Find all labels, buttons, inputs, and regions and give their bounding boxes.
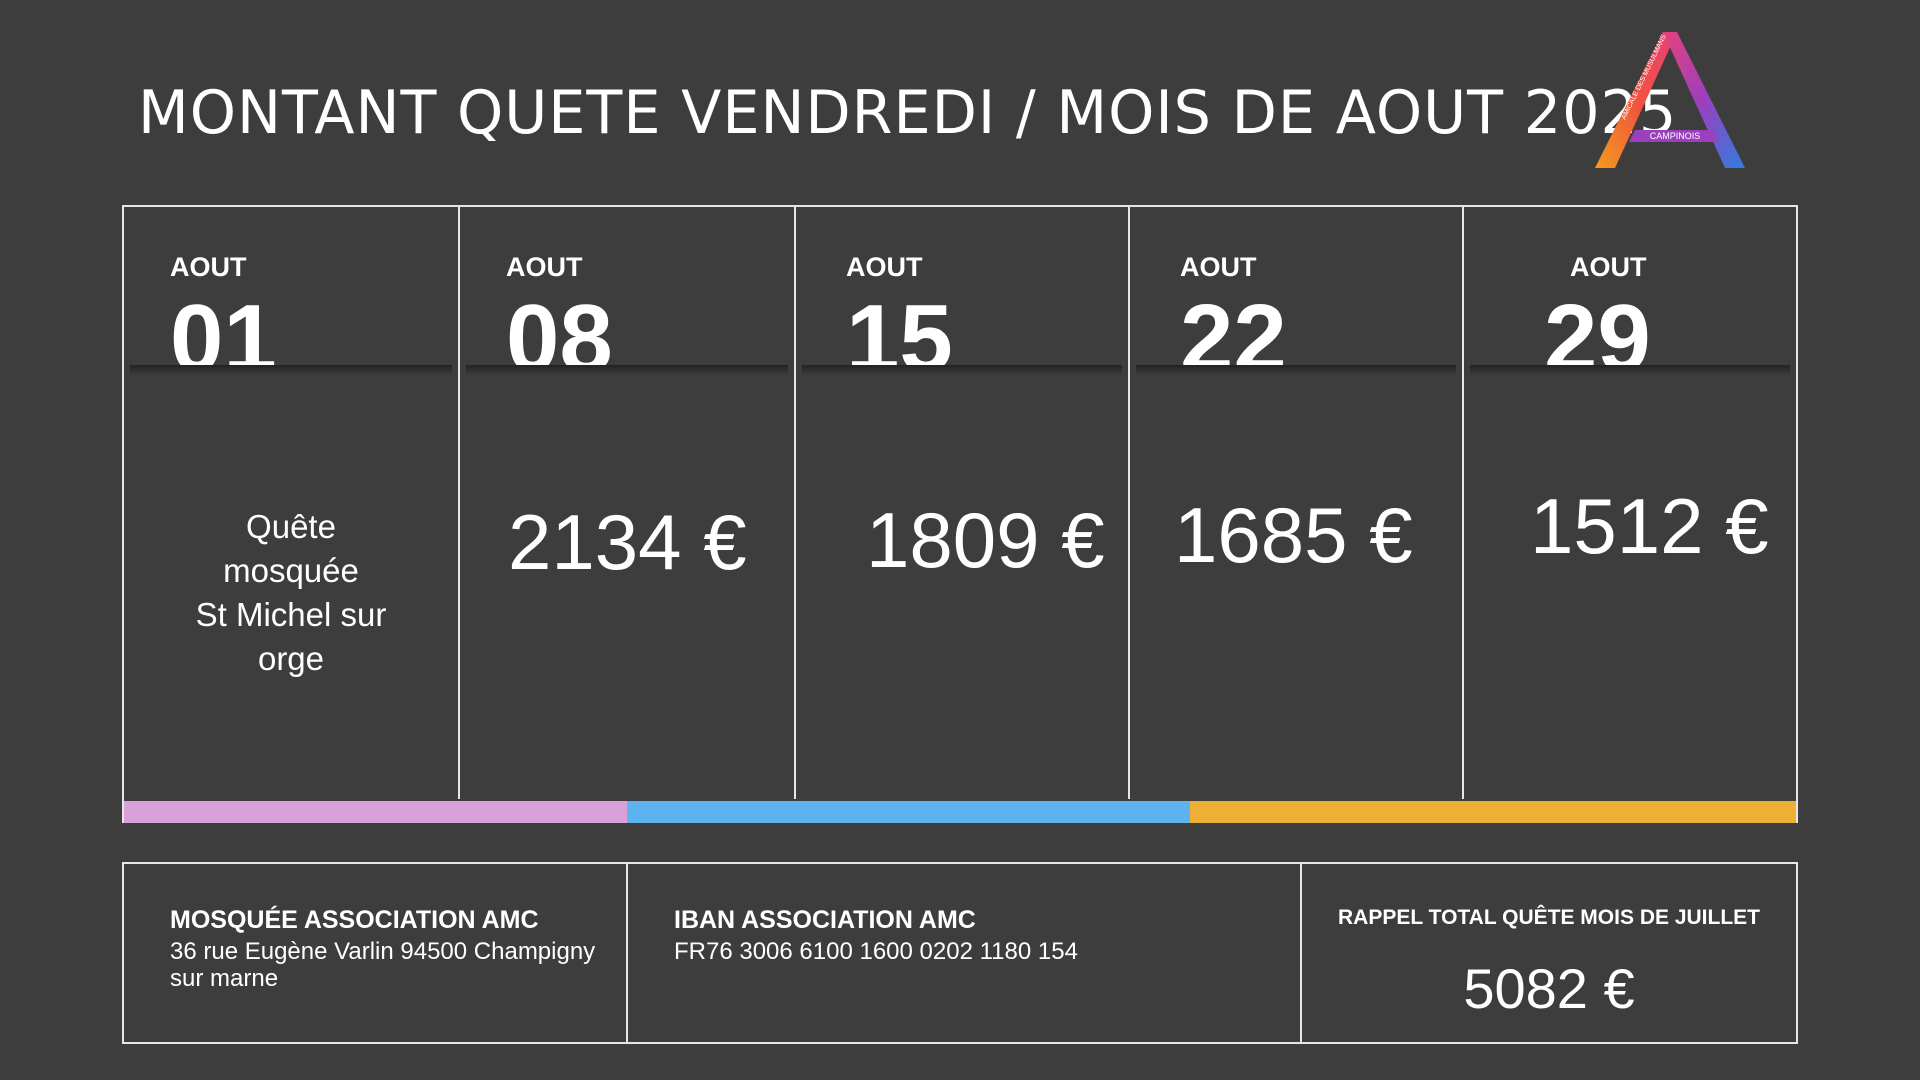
iban-heading: IBAN ASSOCIATION AMC: [674, 906, 976, 934]
note-line: mosquée: [223, 552, 359, 589]
iban-value: FR76 3006 6100 1600 0202 1180 154: [674, 938, 1078, 965]
mosque-info: MOSQUÉE ASSOCIATION AMC 36 rue Eugène Va…: [124, 864, 628, 1042]
note-line: orge: [257, 640, 325, 677]
week-month: AOUT: [170, 252, 247, 282]
week-card-15: AOUT 15 1809 €: [796, 207, 1130, 799]
week-day: 01: [170, 291, 277, 367]
mosque-heading: MOSQUÉE ASSOCIATION AMC: [170, 906, 539, 934]
week-month: AOUT: [1180, 252, 1257, 282]
week-day: 22: [1180, 291, 1287, 367]
week-amount: 1512 €: [1530, 482, 1769, 570]
week-day: 08: [506, 291, 613, 367]
card-divider: [802, 365, 1122, 375]
card-divider: [466, 365, 788, 375]
week-card-22: AOUT 22 1685 €: [1130, 207, 1464, 799]
week-month: AOUT: [1570, 252, 1647, 282]
card-divider: [1470, 365, 1790, 375]
week-amount: 1685 €: [1174, 491, 1413, 579]
week-card-29: AOUT 29 1512 €: [1464, 207, 1798, 799]
july-reminder: RAPPEL TOTAL QUÊTE MOIS DE JUILLET 5082 …: [1302, 864, 1796, 1042]
week-amount: 1809 €: [866, 496, 1105, 584]
week-day: 29: [1544, 291, 1651, 367]
week-day: 15: [846, 291, 953, 367]
color-bar-pink: [124, 801, 627, 823]
week-amount: 2134 €: [508, 498, 747, 586]
mosque-address: 36 rue Eugène Varlin 94500 Champigny sur…: [170, 938, 596, 992]
note-line: St Michel sur: [195, 596, 387, 633]
logo-arc-text: AMICALE DES MUSULMANS: [1621, 33, 1669, 121]
week-note: Quête mosquée St Michel sur orge: [124, 505, 458, 681]
note-line: Quête: [246, 508, 336, 545]
page-title: MONTANT QUETE VENDREDI / MOIS DE AOUT 20…: [138, 78, 1678, 148]
card-divider: [1136, 365, 1456, 375]
color-bar-orange: [1190, 801, 1796, 823]
reminder-heading: RAPPEL TOTAL QUÊTE MOIS DE JUILLET: [1338, 906, 1760, 929]
info-footer: MOSQUÉE ASSOCIATION AMC 36 rue Eugène Va…: [122, 862, 1798, 1044]
association-logo: CAMPINOIS AMICALE DES MUSULMANS: [1595, 32, 1745, 168]
logo-text: CAMPINOIS: [1650, 131, 1701, 141]
weekly-collection-table: AOUT 01 Quête mosquée St Michel sur orge…: [122, 205, 1798, 823]
week-month: AOUT: [846, 252, 923, 282]
card-divider: [130, 365, 452, 375]
color-bar-blue: [627, 801, 1190, 823]
reminder-total: 5082 €: [1463, 957, 1635, 1020]
week-card-08: AOUT 08 2134 €: [460, 207, 796, 799]
week-card-01: AOUT 01 Quête mosquée St Michel sur orge: [124, 207, 460, 799]
week-month: AOUT: [506, 252, 583, 282]
iban-info: IBAN ASSOCIATION AMC FR76 3006 6100 1600…: [628, 864, 1302, 1042]
